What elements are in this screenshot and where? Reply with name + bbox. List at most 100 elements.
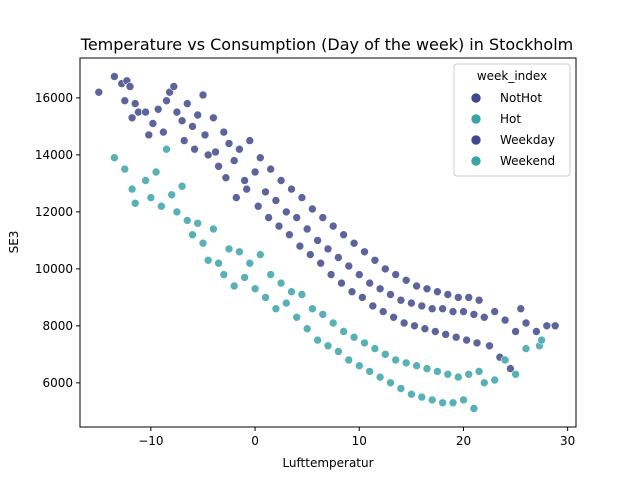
data-point [209, 113, 218, 123]
data-point [285, 230, 294, 239]
data-point [209, 224, 218, 234]
data-point [399, 318, 409, 328]
data-point [165, 87, 174, 97]
data-point [318, 213, 328, 222]
data-point [232, 193, 241, 202]
data-point [297, 290, 307, 299]
data-point [240, 176, 249, 185]
data-point [200, 130, 210, 140]
data-point [308, 204, 317, 214]
data-point [313, 335, 322, 345]
data-point [532, 327, 541, 336]
data-point [219, 270, 229, 279]
data-point [235, 247, 244, 257]
x-tick-label: −10 [138, 434, 163, 448]
data-point [500, 315, 510, 325]
data-point [141, 107, 150, 117]
data-point [146, 193, 156, 202]
data-point [313, 236, 322, 245]
data-point [271, 196, 281, 205]
data-point [378, 307, 388, 316]
data-point [229, 281, 239, 291]
data-point [380, 349, 390, 359]
data-point [183, 216, 192, 225]
plot-points [94, 72, 560, 413]
data-point [203, 255, 213, 265]
data-point [386, 290, 395, 299]
legend-marker [470, 155, 482, 167]
data-point [347, 287, 357, 297]
data-point [396, 295, 406, 305]
chart-title: Temperature vs Consumption (Day of the w… [80, 35, 573, 54]
data-point [479, 378, 489, 388]
data-point [448, 398, 458, 408]
data-point [422, 284, 432, 294]
data-point [162, 96, 171, 105]
data-point [130, 199, 140, 208]
data-point [354, 361, 364, 371]
data-point [360, 338, 369, 348]
data-point [469, 404, 479, 413]
data-point [193, 219, 202, 228]
data-point [438, 398, 447, 408]
data-point [511, 369, 520, 379]
data-point [550, 321, 560, 331]
data-point [479, 312, 489, 322]
data-point [443, 369, 453, 379]
data-point [430, 327, 440, 336]
data-point [198, 90, 208, 100]
data-point [349, 238, 359, 248]
data-point [177, 116, 187, 125]
legend-label: Weekday [500, 133, 555, 147]
data-point [127, 113, 137, 123]
data-point [453, 293, 463, 302]
data-point [427, 304, 437, 314]
data-point [485, 341, 494, 351]
data-point [287, 287, 296, 297]
legend-entries: NotHot Hot Weekday Weekend [470, 91, 555, 168]
data-point [358, 293, 367, 302]
data-point [328, 221, 338, 231]
data-point [410, 321, 419, 331]
data-point [391, 355, 401, 365]
y-tick-label: 6000 [42, 376, 73, 390]
data-point [120, 164, 130, 174]
data-point [219, 127, 229, 137]
data-point [323, 341, 333, 351]
data-point [441, 330, 451, 339]
y-axis-label: SE3 [7, 231, 21, 254]
data-point [276, 278, 286, 288]
data-point [459, 395, 468, 405]
data-point [235, 144, 244, 154]
data-point [451, 332, 461, 342]
data-point [110, 153, 119, 162]
data-point [490, 375, 500, 385]
data-point [198, 238, 208, 248]
data-point [542, 321, 552, 331]
data-point [125, 82, 135, 91]
legend-marker [470, 134, 482, 146]
data-point [162, 144, 171, 154]
y-tick-label: 12000 [35, 205, 73, 219]
data-point [141, 176, 150, 185]
data-point [360, 247, 369, 257]
legend-label: Weekend [500, 154, 555, 168]
data-point [318, 310, 328, 319]
x-tick-label: 20 [456, 434, 471, 448]
data-point [464, 293, 474, 302]
data-point [389, 312, 398, 322]
legend-title: week_index [477, 69, 547, 83]
data-point [305, 250, 315, 259]
data-point [120, 96, 130, 105]
data-point [274, 221, 284, 231]
data-point [308, 304, 317, 314]
data-point [110, 72, 119, 81]
x-tick-label: 30 [560, 434, 575, 448]
data-point [211, 147, 220, 157]
data-point [295, 241, 305, 251]
y-tick-label: 16000 [35, 91, 73, 105]
data-point [443, 290, 453, 299]
data-point [422, 364, 432, 373]
data-point [281, 298, 291, 308]
